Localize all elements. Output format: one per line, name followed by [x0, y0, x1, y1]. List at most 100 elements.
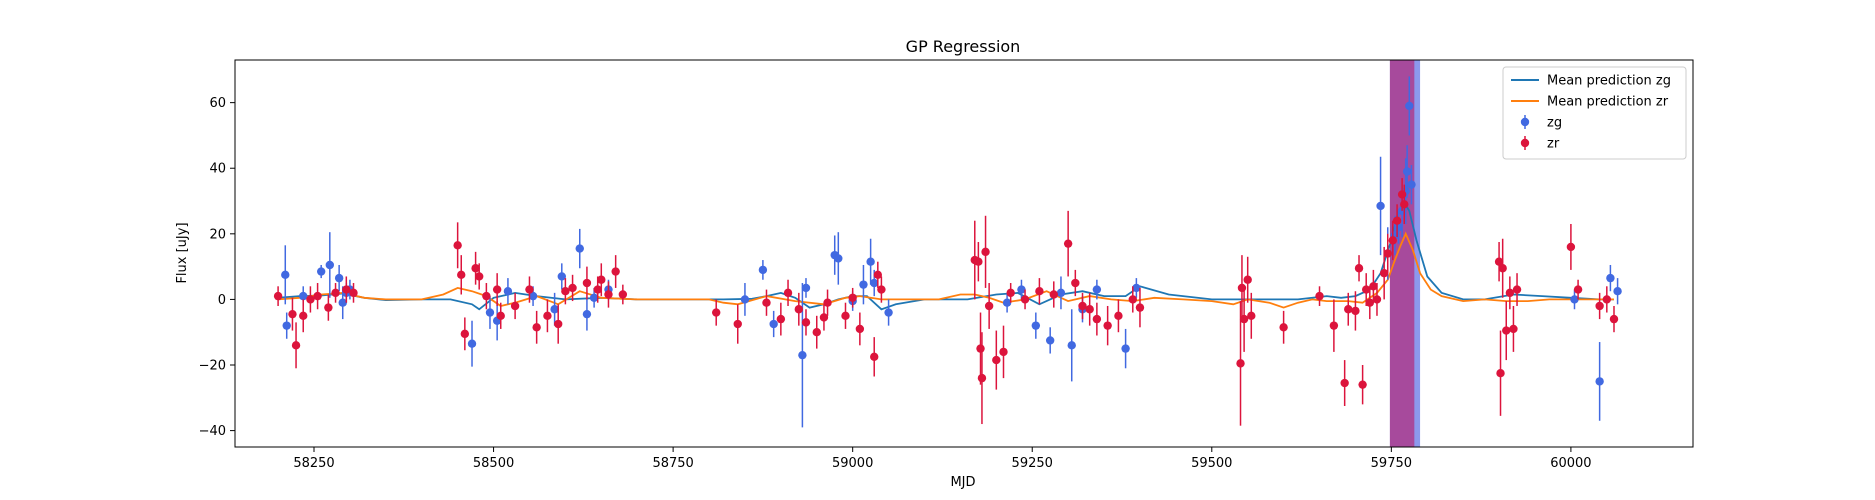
point-marker — [762, 298, 771, 307]
data-point — [834, 232, 843, 285]
data-point — [1362, 273, 1371, 306]
point-marker — [1505, 288, 1515, 298]
data-point — [313, 283, 322, 310]
y-tick-label: 0 — [218, 293, 226, 308]
data-point — [611, 255, 620, 288]
data-point — [801, 278, 811, 298]
point-marker — [848, 293, 857, 302]
y-axis-label: Flux [uJy] — [175, 222, 190, 283]
point-marker — [467, 339, 477, 348]
data-point — [492, 273, 502, 306]
point-marker — [834, 254, 843, 263]
point-marker — [769, 319, 778, 329]
point-marker — [1237, 283, 1247, 293]
point-marker — [1369, 282, 1378, 291]
data-point — [981, 215, 990, 288]
data-point — [1002, 292, 1012, 313]
point-marker — [1020, 295, 1030, 304]
data-point — [1365, 286, 1374, 320]
y-tick-label: 40 — [209, 162, 226, 177]
point-marker — [758, 265, 768, 275]
point-marker — [1006, 288, 1015, 298]
point-marker — [1045, 336, 1055, 345]
point-marker — [1344, 305, 1353, 314]
data-point — [1372, 283, 1382, 316]
point-marker — [1128, 295, 1137, 304]
data-point — [1400, 184, 1409, 224]
data-point — [306, 286, 315, 313]
data-point — [1609, 305, 1619, 333]
data-point — [1035, 278, 1044, 305]
point-marker — [740, 295, 750, 304]
data-point — [1243, 256, 1252, 303]
data-point — [1128, 286, 1137, 313]
data-point — [1063, 210, 1073, 277]
data-point — [342, 276, 351, 303]
data-point — [597, 263, 606, 297]
data-point — [1496, 330, 1505, 416]
data-point — [1392, 204, 1402, 238]
data-point — [568, 274, 577, 302]
point-marker — [1078, 301, 1087, 311]
point-marker — [976, 344, 985, 353]
point-marker — [273, 291, 283, 301]
point-marker — [794, 305, 804, 314]
data-point — [604, 281, 613, 308]
data-point — [866, 238, 875, 285]
legend-entry: Mean prediction zr — [1511, 95, 1669, 110]
data-point — [349, 283, 358, 303]
data-point — [1358, 365, 1367, 405]
data-point — [1606, 264, 1615, 292]
x-tick-label: 58750 — [652, 456, 693, 471]
data-point — [1509, 305, 1518, 352]
data-point — [1573, 279, 1583, 300]
highlight-span — [1389, 60, 1415, 447]
point-marker — [884, 308, 893, 317]
data-point — [870, 337, 879, 377]
data-point — [1247, 292, 1256, 339]
point-marker — [1243, 275, 1252, 284]
data-point — [1017, 279, 1026, 300]
data-point — [291, 322, 301, 369]
point-marker — [801, 318, 811, 327]
data-point — [1512, 273, 1522, 306]
point-marker — [866, 257, 875, 266]
data-point — [1103, 305, 1112, 346]
point-marker — [819, 313, 829, 322]
point-marker — [557, 272, 566, 281]
y-tick-label: −40 — [199, 424, 226, 439]
data-point — [525, 276, 534, 303]
point-marker — [492, 285, 502, 294]
point-marker — [1071, 278, 1080, 288]
data-point — [460, 317, 470, 351]
point-marker — [1329, 321, 1339, 330]
data-point — [1570, 289, 1579, 310]
point-marker — [543, 311, 552, 321]
legend-label: Mean prediction zr — [1547, 95, 1669, 110]
point-marker — [611, 267, 620, 276]
x-tick-label: 60000 — [1550, 456, 1591, 471]
point-marker — [597, 275, 606, 284]
point-marker — [783, 288, 793, 298]
data-point — [1344, 292, 1353, 326]
data-point — [575, 228, 584, 269]
legend-box — [1502, 66, 1687, 160]
point-marker — [460, 329, 470, 339]
point-marker — [1362, 285, 1371, 294]
data-point — [474, 263, 484, 290]
point-marker — [1340, 378, 1349, 388]
data-point — [794, 292, 804, 326]
data-point — [1078, 292, 1087, 320]
data-point — [974, 242, 983, 282]
point-marker — [561, 287, 570, 296]
data-point — [561, 278, 570, 305]
point-marker — [1498, 264, 1507, 273]
y-tick-label: 20 — [209, 227, 226, 242]
point-marker — [1351, 306, 1360, 316]
point-marker — [582, 278, 592, 288]
point-marker — [801, 283, 811, 293]
data-point — [1121, 328, 1130, 369]
point-marker — [1509, 324, 1518, 334]
data-point — [1405, 76, 1414, 136]
point-marker — [1407, 180, 1416, 189]
